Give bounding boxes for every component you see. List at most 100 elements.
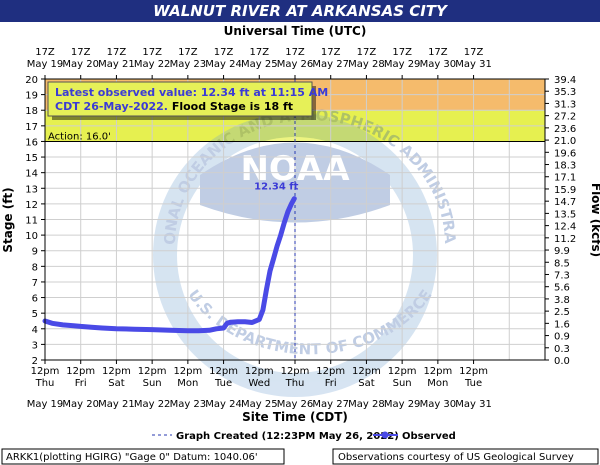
y2-tick-label: 21.0 <box>554 136 576 147</box>
local-tick-dow: Mon <box>177 378 198 389</box>
utc-tick-time: 17Z <box>464 47 484 58</box>
local-tick-dow: Mon <box>427 378 448 389</box>
y2-tick-label: 39.4 <box>554 75 576 86</box>
local-tick-date: May 24 <box>205 399 242 410</box>
local-tick-date: May 19 <box>27 399 64 410</box>
local-tick-dow: Tue <box>214 378 232 389</box>
local-tick-dow: Wed <box>248 378 270 389</box>
utc-tick-date: May 20 <box>62 59 99 70</box>
utc-tick-time: 17Z <box>249 47 269 58</box>
legend-observed-text: Observed <box>402 431 456 442</box>
y-axis-label: Stage (ft) <box>1 187 15 252</box>
last-value-label: 12.34 ft <box>254 182 298 193</box>
local-tick-date: May 27 <box>312 399 349 410</box>
utc-tick-date: May 22 <box>134 59 171 70</box>
utc-tick-time: 17Z <box>357 47 377 58</box>
utc-tick-time: 17Z <box>214 47 234 58</box>
utc-tick-date: May 30 <box>420 59 457 70</box>
y-tick-label: 13 <box>25 184 38 195</box>
y-tick-label: 12 <box>25 200 38 211</box>
footer-left-box <box>1 448 285 465</box>
local-tick-dow: Sat <box>108 378 124 389</box>
y-tick-label: 18 <box>25 106 38 117</box>
local-tick-time: 12pm <box>388 366 417 377</box>
local-tick-date: May 28 <box>348 399 385 410</box>
local-tick-date: May 30 <box>420 399 457 410</box>
y2-tick-label: 3.8 <box>554 295 570 306</box>
local-tick-time: 12pm <box>423 366 452 377</box>
utc-tick-time: 17Z <box>428 47 448 58</box>
y-tick-label: 9 <box>32 247 38 258</box>
y2-tick-label: 0.0 <box>554 356 570 367</box>
y-tick-label: 8 <box>32 262 38 273</box>
utc-tick-time: 17Z <box>142 47 162 58</box>
local-tick-date: May 21 <box>98 399 135 410</box>
utc-tick-date: May 29 <box>384 59 421 70</box>
utc-tick-time: 17Z <box>35 47 55 58</box>
local-tick-time: 12pm <box>31 366 60 377</box>
footer-left-text: ARKK1(plotting HGIRG) "Gage 0" Datum: 10… <box>6 452 258 463</box>
y-tick-label: 16 <box>25 137 38 148</box>
local-tick-time: 12pm <box>352 366 381 377</box>
y2-tick-label: 35.3 <box>554 87 576 98</box>
utc-tick-date: May 26 <box>277 59 314 70</box>
info-box-bg <box>47 81 313 117</box>
y2-tick-label: 13.5 <box>554 209 576 220</box>
utc-tick-time: 17Z <box>321 47 341 58</box>
action-label: Action: 16.0' <box>48 131 111 142</box>
y-tick-label: 19 <box>25 91 38 102</box>
y2-tick-label: 27.2 <box>554 112 576 123</box>
chart-title: WALNUT RIVER AT ARKANSAS CITY <box>0 0 600 22</box>
latest-line1: Latest observed value: 12.34 ft at 11:15… <box>55 86 328 99</box>
local-tick-dow: Tue <box>464 378 482 389</box>
y2-tick-label: 2.5 <box>554 307 570 318</box>
local-tick-time: 12pm <box>245 366 274 377</box>
local-tick-date: May 31 <box>455 399 492 410</box>
y2-tick-label: 17.1 <box>554 173 576 184</box>
local-tick-date: May 22 <box>134 399 171 410</box>
legend-created-text: Graph Created (12:23PM May 26, 2022) <box>176 431 399 442</box>
local-tick-time: 12pm <box>138 366 167 377</box>
utc-tick-time: 17Z <box>178 47 198 58</box>
y2-tick-label: 1.6 <box>554 319 570 330</box>
utc-tick-date: May 21 <box>98 59 135 70</box>
local-tick-dow: Sun <box>393 378 412 389</box>
y-tick-label: 15 <box>25 153 38 164</box>
utc-tick-date: May 27 <box>312 59 349 70</box>
y-tick-label: 2 <box>32 356 38 367</box>
y2-tick-label: 19.6 <box>554 148 576 159</box>
y2-tick-label: 5.6 <box>554 283 570 294</box>
footer-right-box <box>332 448 599 465</box>
y2-tick-label: 18.3 <box>554 161 576 172</box>
local-tick-date: May 20 <box>62 399 99 410</box>
local-tick-dow: Fri <box>325 378 337 389</box>
latest-info-box: Latest observed value: 12.34 ft at 11:15… <box>47 81 328 120</box>
y2-tick-label: 8.5 <box>554 258 570 269</box>
legend-observed-marker <box>381 431 389 439</box>
utc-tick-date: May 19 <box>27 59 64 70</box>
y2-axis-label: Flow (kcfs) <box>589 183 600 257</box>
y-tick-label: 14 <box>25 169 38 180</box>
y-tick-label: 6 <box>32 294 38 305</box>
local-tick-date: May 26 <box>277 399 314 410</box>
utc-axis-title: Universal Time (UTC) <box>224 24 367 38</box>
y-tick-label: 17 <box>25 122 38 133</box>
local-tick-time: 12pm <box>209 366 238 377</box>
local-tick-date: May 29 <box>384 399 421 410</box>
y2-tick-label: 12.4 <box>554 222 576 233</box>
local-tick-time: 12pm <box>173 366 202 377</box>
y2-tick-label: 7.3 <box>554 270 570 281</box>
utc-tick-date: May 31 <box>455 59 492 70</box>
utc-tick-time: 17Z <box>107 47 127 58</box>
y2-tick-label: 9.9 <box>554 246 570 257</box>
utc-tick-time: 17Z <box>285 47 305 58</box>
utc-tick-time: 17Z <box>392 47 412 58</box>
legend: Graph Created (12:23PM May 26, 2022) Obs… <box>152 431 456 442</box>
utc-tick-date: May 24 <box>205 59 242 70</box>
utc-tick-time: 17Z <box>71 47 91 58</box>
local-tick-time: 12pm <box>102 366 131 377</box>
local-tick-dow: Thu <box>285 378 305 389</box>
local-tick-date: May 25 <box>241 399 278 410</box>
utc-tick-date: May 23 <box>170 59 207 70</box>
